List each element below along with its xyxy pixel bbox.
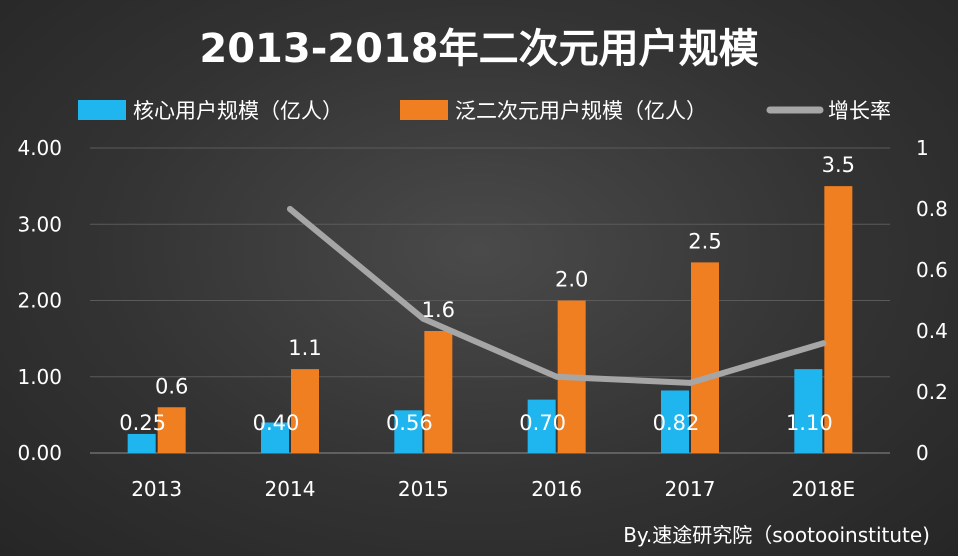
- chart-title: 2013-2018年二次元用户规模: [199, 26, 758, 72]
- x-tick-label: 2017: [665, 477, 716, 501]
- pan-value-label: 2.5: [688, 229, 721, 253]
- pan-bar: [824, 186, 853, 453]
- bars: [127, 186, 853, 453]
- core-value-label: 0.40: [253, 411, 300, 435]
- core-value-label: 0.82: [653, 411, 700, 435]
- legend: 核心用户规模（亿人） 泛二次元用户规模（亿人） 增长率: [78, 99, 891, 123]
- core-value-label: 0.25: [119, 411, 166, 435]
- core-value-label: 0.56: [386, 411, 433, 435]
- right-tick-label: 0: [916, 441, 929, 465]
- growth-point: [687, 379, 693, 386]
- legend-swatch-core: [78, 100, 126, 120]
- right-tick-label: 0.6: [916, 258, 948, 282]
- left-tick-label: 2.00: [17, 289, 62, 313]
- pan-value-label: 1.6: [422, 298, 455, 322]
- core-bar: [127, 433, 156, 453]
- x-tick-label: 2018E: [792, 477, 856, 501]
- x-axis: 2013 2014 2015 2016 2017 2018E: [131, 477, 855, 501]
- right-tick-label: 0.2: [916, 380, 948, 404]
- core-value-label: 1.10: [786, 411, 833, 435]
- core-bar: [394, 410, 423, 453]
- legend-label-growth: 增长率: [828, 99, 891, 123]
- legend-label-core: 核心用户规模（亿人）: [133, 99, 343, 123]
- right-axis: 0 0.2 0.4 0.6 0.8 1: [916, 136, 948, 465]
- data-labels: 0.25 0.40 0.56 0.70 0.82 1.10 0.6 1.1 1.6 2.0 2.5 3…: [119, 153, 855, 435]
- core-bar: [261, 422, 289, 453]
- right-tick-label: 0.4: [916, 319, 948, 343]
- legend-swatch-pan: [400, 100, 448, 120]
- x-tick-label: 2015: [398, 477, 449, 501]
- growth-point: [287, 206, 293, 212]
- x-tick-label: 2016: [531, 477, 582, 501]
- growth-point: [553, 373, 560, 380]
- right-tick-label: 0.8: [916, 197, 948, 221]
- pan-bar: [424, 331, 453, 453]
- gridlines: [90, 147, 890, 454]
- pan-bar: [157, 407, 186, 453]
- pan-value-label: 0.6: [155, 374, 188, 398]
- x-tick-label: 2013: [131, 477, 182, 501]
- left-tick-label: 1.00: [17, 365, 62, 389]
- source-credit: By.速途研究院（sootooinstitute): [623, 523, 930, 547]
- core-bar: [527, 399, 556, 453]
- growth-line-path: [287, 206, 827, 386]
- growth-point: [820, 340, 827, 347]
- growth-line: [287, 206, 827, 386]
- left-tick-label: 3.00: [17, 212, 62, 236]
- right-tick-label: 1: [916, 136, 929, 160]
- pan-bar: [291, 369, 319, 453]
- left-axis: 0.00 1.00 2.00 3.00 4.00: [17, 136, 62, 465]
- left-tick-label: 0.00: [17, 441, 62, 465]
- growth-point: [420, 315, 427, 322]
- pan-value-label: 3.5: [822, 153, 855, 177]
- core-value-label: 0.70: [519, 411, 566, 435]
- pan-value-label: 2.0: [555, 268, 588, 292]
- left-tick-label: 4.00: [17, 136, 62, 160]
- x-tick-label: 2014: [265, 477, 316, 501]
- pan-value-label: 1.1: [288, 336, 321, 360]
- core-bar: [661, 390, 689, 453]
- pan-bar: [691, 262, 719, 453]
- legend-label-pan: 泛二次元用户规模（亿人）: [455, 99, 707, 123]
- core-bar: [794, 369, 823, 453]
